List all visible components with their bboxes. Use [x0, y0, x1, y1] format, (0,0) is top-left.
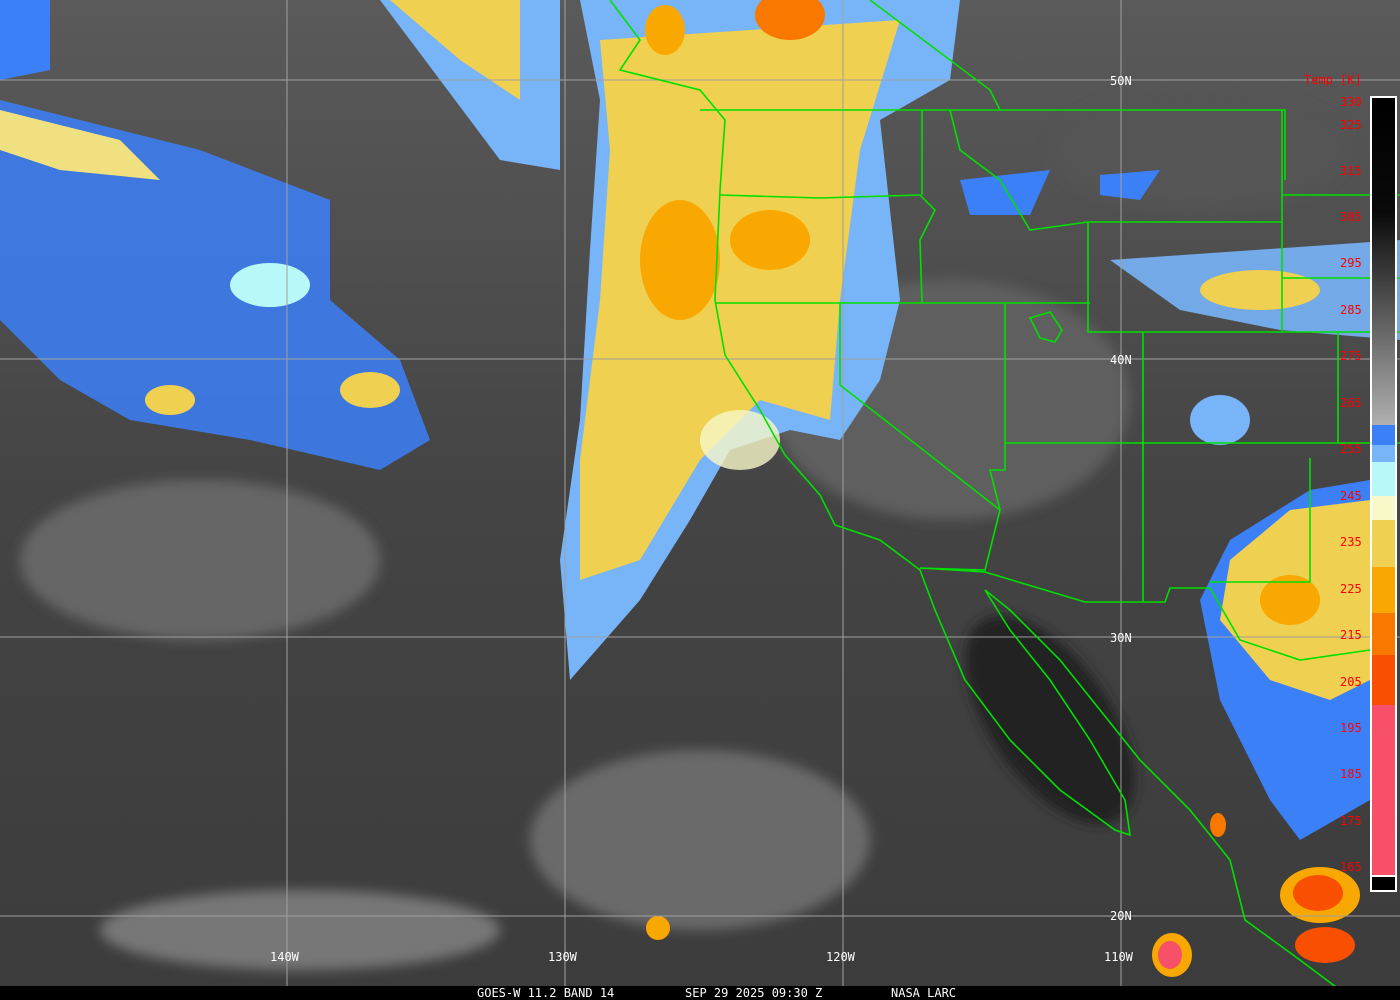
colorbar-swatch-light-blue: [1372, 445, 1395, 462]
colorbar-swatch-cream: [1372, 496, 1395, 520]
colorbar-tick-label: 255: [1340, 442, 1362, 456]
colorbar-tick-label: 325: [1340, 118, 1362, 132]
colorbar-tick-label: 225: [1340, 582, 1362, 596]
colorbar-swatch-red-orange: [1372, 655, 1395, 705]
colorbar-swatch-gray: [1372, 98, 1395, 425]
colorbar-swatch-cyan: [1372, 462, 1395, 496]
colorbar-tick-label: 175: [1340, 814, 1362, 828]
lon-label-140w: 140W: [270, 950, 299, 964]
lon-label-130w: 130W: [548, 950, 577, 964]
datetime-label: SEP 29 2025 09:30 Z: [685, 986, 823, 1000]
colorbar-tick-label: 235: [1340, 535, 1362, 549]
colorbar-swatch-yellow: [1372, 520, 1395, 567]
colorbar-tick-label: 330: [1340, 95, 1362, 109]
coastline: [609, 0, 1341, 991]
colorbar-tick-label: 245: [1340, 489, 1362, 503]
colorbar-tick-label: 195: [1340, 721, 1362, 735]
border-ut-wy: [1087, 222, 1400, 333]
colorbar-title: Temp [K]: [1304, 73, 1362, 87]
colorbar-swatch-black: [1372, 877, 1395, 890]
colorbar-tick-label: 275: [1340, 349, 1362, 363]
colorbar-tick-label: 285: [1340, 303, 1362, 317]
border-id-mt: [949, 109, 1282, 231]
colorbar-tick-label: 315: [1340, 164, 1362, 178]
colorbar-swatch-orange: [1372, 567, 1395, 613]
colorbar-tick-label: 265: [1340, 396, 1362, 410]
colorbar-swatch-blue: [1372, 425, 1395, 445]
border-us-canada: [700, 109, 1286, 180]
border-us-mexico: [919, 567, 1371, 661]
lat-label-50n: 50N: [1110, 74, 1132, 88]
colorbar-swatch-pink: [1372, 705, 1395, 875]
border-canada-coast: [869, 0, 1001, 111]
cloud-tops: [0, 0, 1400, 977]
credit-label: NASA LARC: [891, 986, 957, 1000]
colorbar-tick-label: 185: [1340, 767, 1362, 781]
colorbar-tick-label: 165: [1340, 860, 1362, 874]
lat-label-40n: 40N: [1110, 353, 1132, 367]
colorbar-tick-label: 305: [1340, 210, 1362, 224]
great-salt-lake: [1028, 311, 1063, 343]
satellite-band-label: GOES-W 11.2 BAND 14: [477, 986, 615, 1000]
lat-label-20n: 20N: [1110, 909, 1132, 923]
border-co-nm: [1210, 332, 1339, 583]
colorbar-swatch-dark-orange: [1372, 613, 1395, 655]
lon-label-110w: 110W: [1104, 950, 1133, 964]
colorbar: [1370, 96, 1397, 892]
footer-caption: GOES-W 11.2 BAND 14 SEP 29 2025 09:30 Z …: [0, 986, 1400, 1000]
border-nv-ut: [988, 303, 1006, 511]
colorbar-tick-label: 215: [1340, 628, 1362, 642]
lat-label-30n: 30N: [1110, 631, 1132, 645]
lon-label-120w: 120W: [826, 950, 855, 964]
colorbar-tick-label: 295: [1340, 256, 1362, 270]
border-wa-or: [719, 194, 936, 304]
colorbar-tick-label: 205: [1340, 675, 1362, 689]
